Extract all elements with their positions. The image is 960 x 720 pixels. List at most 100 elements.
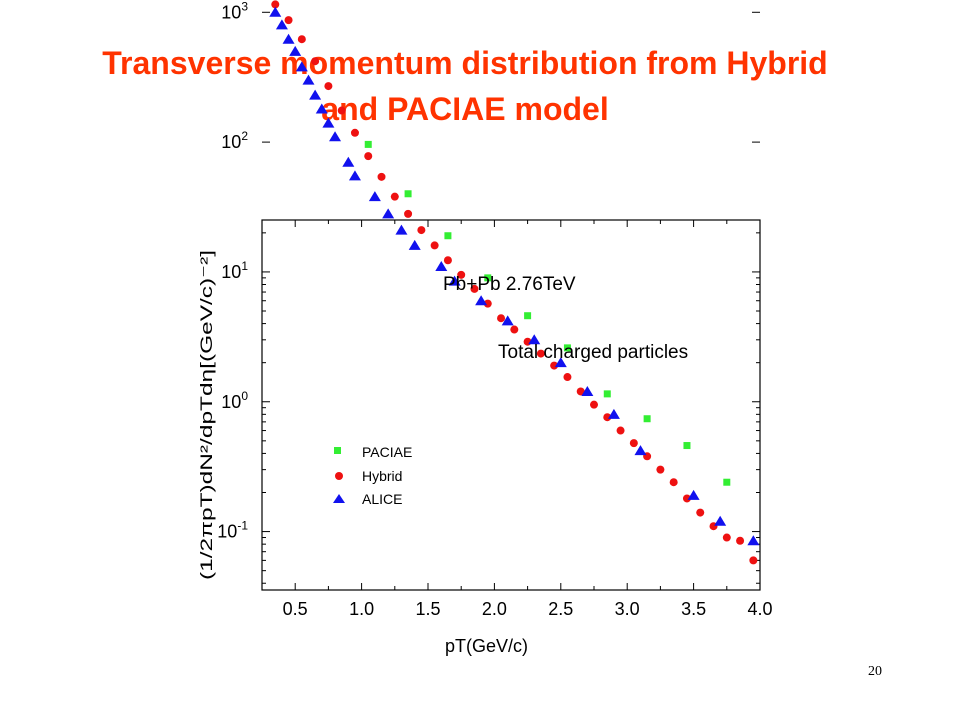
data-point-hybrid xyxy=(510,325,519,334)
y-tick-label: 10-1 xyxy=(217,519,248,542)
data-point-alice xyxy=(395,224,408,235)
plot-frame xyxy=(261,219,761,591)
x-tick-label: 0.5 xyxy=(283,599,308,619)
slide-title-line-2: and PACIAE model xyxy=(321,91,609,127)
data-point-alice xyxy=(607,408,620,419)
legend-marker-hybrid xyxy=(335,472,343,480)
data-point-hybrid xyxy=(404,209,413,218)
data-point-alice xyxy=(501,315,514,326)
data-point-alice xyxy=(747,535,760,546)
data-point-alice xyxy=(581,385,594,396)
data-point-paciae xyxy=(364,140,372,148)
data-point-alice xyxy=(634,445,647,456)
data-point-hybrid xyxy=(669,478,678,487)
data-point-hybrid xyxy=(457,270,466,279)
data-point-hybrid xyxy=(550,361,559,370)
data-point-alice xyxy=(368,191,381,202)
data-point-paciae xyxy=(683,442,691,450)
legend: PACIAE Hybrid ALICE xyxy=(333,444,412,507)
data-point-paciae xyxy=(444,232,452,240)
data-point-hybrid xyxy=(576,387,585,396)
data-point-hybrid xyxy=(324,82,333,91)
data-point-alice xyxy=(315,103,328,114)
data-point-hybrid xyxy=(350,128,359,137)
x-tick-label: 1.0 xyxy=(349,599,374,619)
data-point-hybrid xyxy=(497,314,506,323)
data-point-paciae xyxy=(723,478,731,486)
x-tick-label: 2.0 xyxy=(482,599,507,619)
data-point-alice xyxy=(348,170,361,181)
data-point-hybrid xyxy=(390,192,399,201)
chart-annotation: Total charged particles xyxy=(498,342,688,363)
data-point-hybrid xyxy=(603,413,612,422)
data-point-paciae xyxy=(563,344,571,352)
x-tick-label: 2.5 xyxy=(548,599,573,619)
data-point-hybrid xyxy=(682,494,691,503)
page-number: 20 xyxy=(868,664,882,679)
data-point-hybrid xyxy=(749,556,758,565)
data-point-hybrid xyxy=(337,106,346,115)
legend-marker-paciae xyxy=(334,447,341,454)
y-axis-label: (1/2πpT)dN²/dpTdη[(GeV/c)⁻²] xyxy=(197,250,216,580)
data-point-hybrid xyxy=(311,57,320,66)
data-point-hybrid xyxy=(364,152,373,161)
data-point-hybrid xyxy=(590,400,598,409)
data-point-hybrid xyxy=(271,0,280,9)
x-tick-label: 4.0 xyxy=(747,599,772,619)
data-point-alice xyxy=(302,74,315,85)
data-point-hybrid xyxy=(696,508,705,517)
data-point-alice xyxy=(342,156,355,167)
data-point-alice xyxy=(329,131,342,142)
data-point-hybrid xyxy=(722,533,731,542)
data-point-alice xyxy=(687,489,700,500)
data-point-alice xyxy=(448,275,461,286)
y-tick-label: 100 xyxy=(221,389,248,412)
data-point-hybrid xyxy=(470,284,479,293)
y-tick-label: 103 xyxy=(221,0,248,22)
data-point-alice xyxy=(528,334,541,345)
data-point-alice xyxy=(322,117,335,128)
x-tick-label: 1.5 xyxy=(415,599,440,619)
data-point-paciae xyxy=(643,415,651,423)
data-point-alice xyxy=(289,45,302,56)
data-point-hybrid xyxy=(443,256,452,265)
data-point-alice xyxy=(554,357,567,368)
chart-annotation: Pb+Pb 2.76TeV xyxy=(443,274,576,295)
data-point-hybrid xyxy=(297,35,306,44)
data-point-alice xyxy=(714,515,727,526)
data-point-alice xyxy=(282,33,295,44)
x-axis-label: pT(GeV/c) xyxy=(445,636,528,656)
data-point-alice xyxy=(475,295,488,306)
data-point-alice xyxy=(269,6,282,17)
data-point-alice xyxy=(382,208,395,219)
data-point-paciae xyxy=(603,390,611,398)
slide-title-line-1: Transverse momentum distribution from Hy… xyxy=(102,45,828,81)
data-point-alice xyxy=(408,239,421,250)
y-tick-label: 102 xyxy=(221,129,248,152)
x-tick-label: 3.5 xyxy=(681,599,706,619)
data-point-hybrid xyxy=(377,172,386,181)
slide-title: Transverse momentum distribution from Hy… xyxy=(0,40,930,132)
data-point-hybrid xyxy=(563,373,572,382)
data-point-hybrid xyxy=(656,465,665,474)
legend-label: PACIAE xyxy=(362,444,412,460)
data-point-hybrid xyxy=(430,241,439,250)
data-point-hybrid xyxy=(616,426,625,435)
data-point-paciae xyxy=(484,274,492,282)
data-point-paciae xyxy=(524,312,532,320)
data-point-alice xyxy=(435,261,448,272)
legend-label: ALICE xyxy=(362,491,402,507)
data-point-paciae xyxy=(404,190,412,198)
legend-marker-alice xyxy=(333,494,345,503)
legend-label: Hybrid xyxy=(362,468,402,484)
data-point-alice xyxy=(295,61,308,72)
data-point-hybrid xyxy=(536,349,545,358)
data-point-hybrid xyxy=(417,226,426,235)
data-point-hybrid xyxy=(629,439,638,448)
data-point-alice xyxy=(309,89,322,100)
x-tick-label: 3.0 xyxy=(615,599,640,619)
data-point-hybrid xyxy=(284,16,293,25)
y-tick-label: 101 xyxy=(221,259,248,282)
data-point-hybrid xyxy=(483,299,492,308)
